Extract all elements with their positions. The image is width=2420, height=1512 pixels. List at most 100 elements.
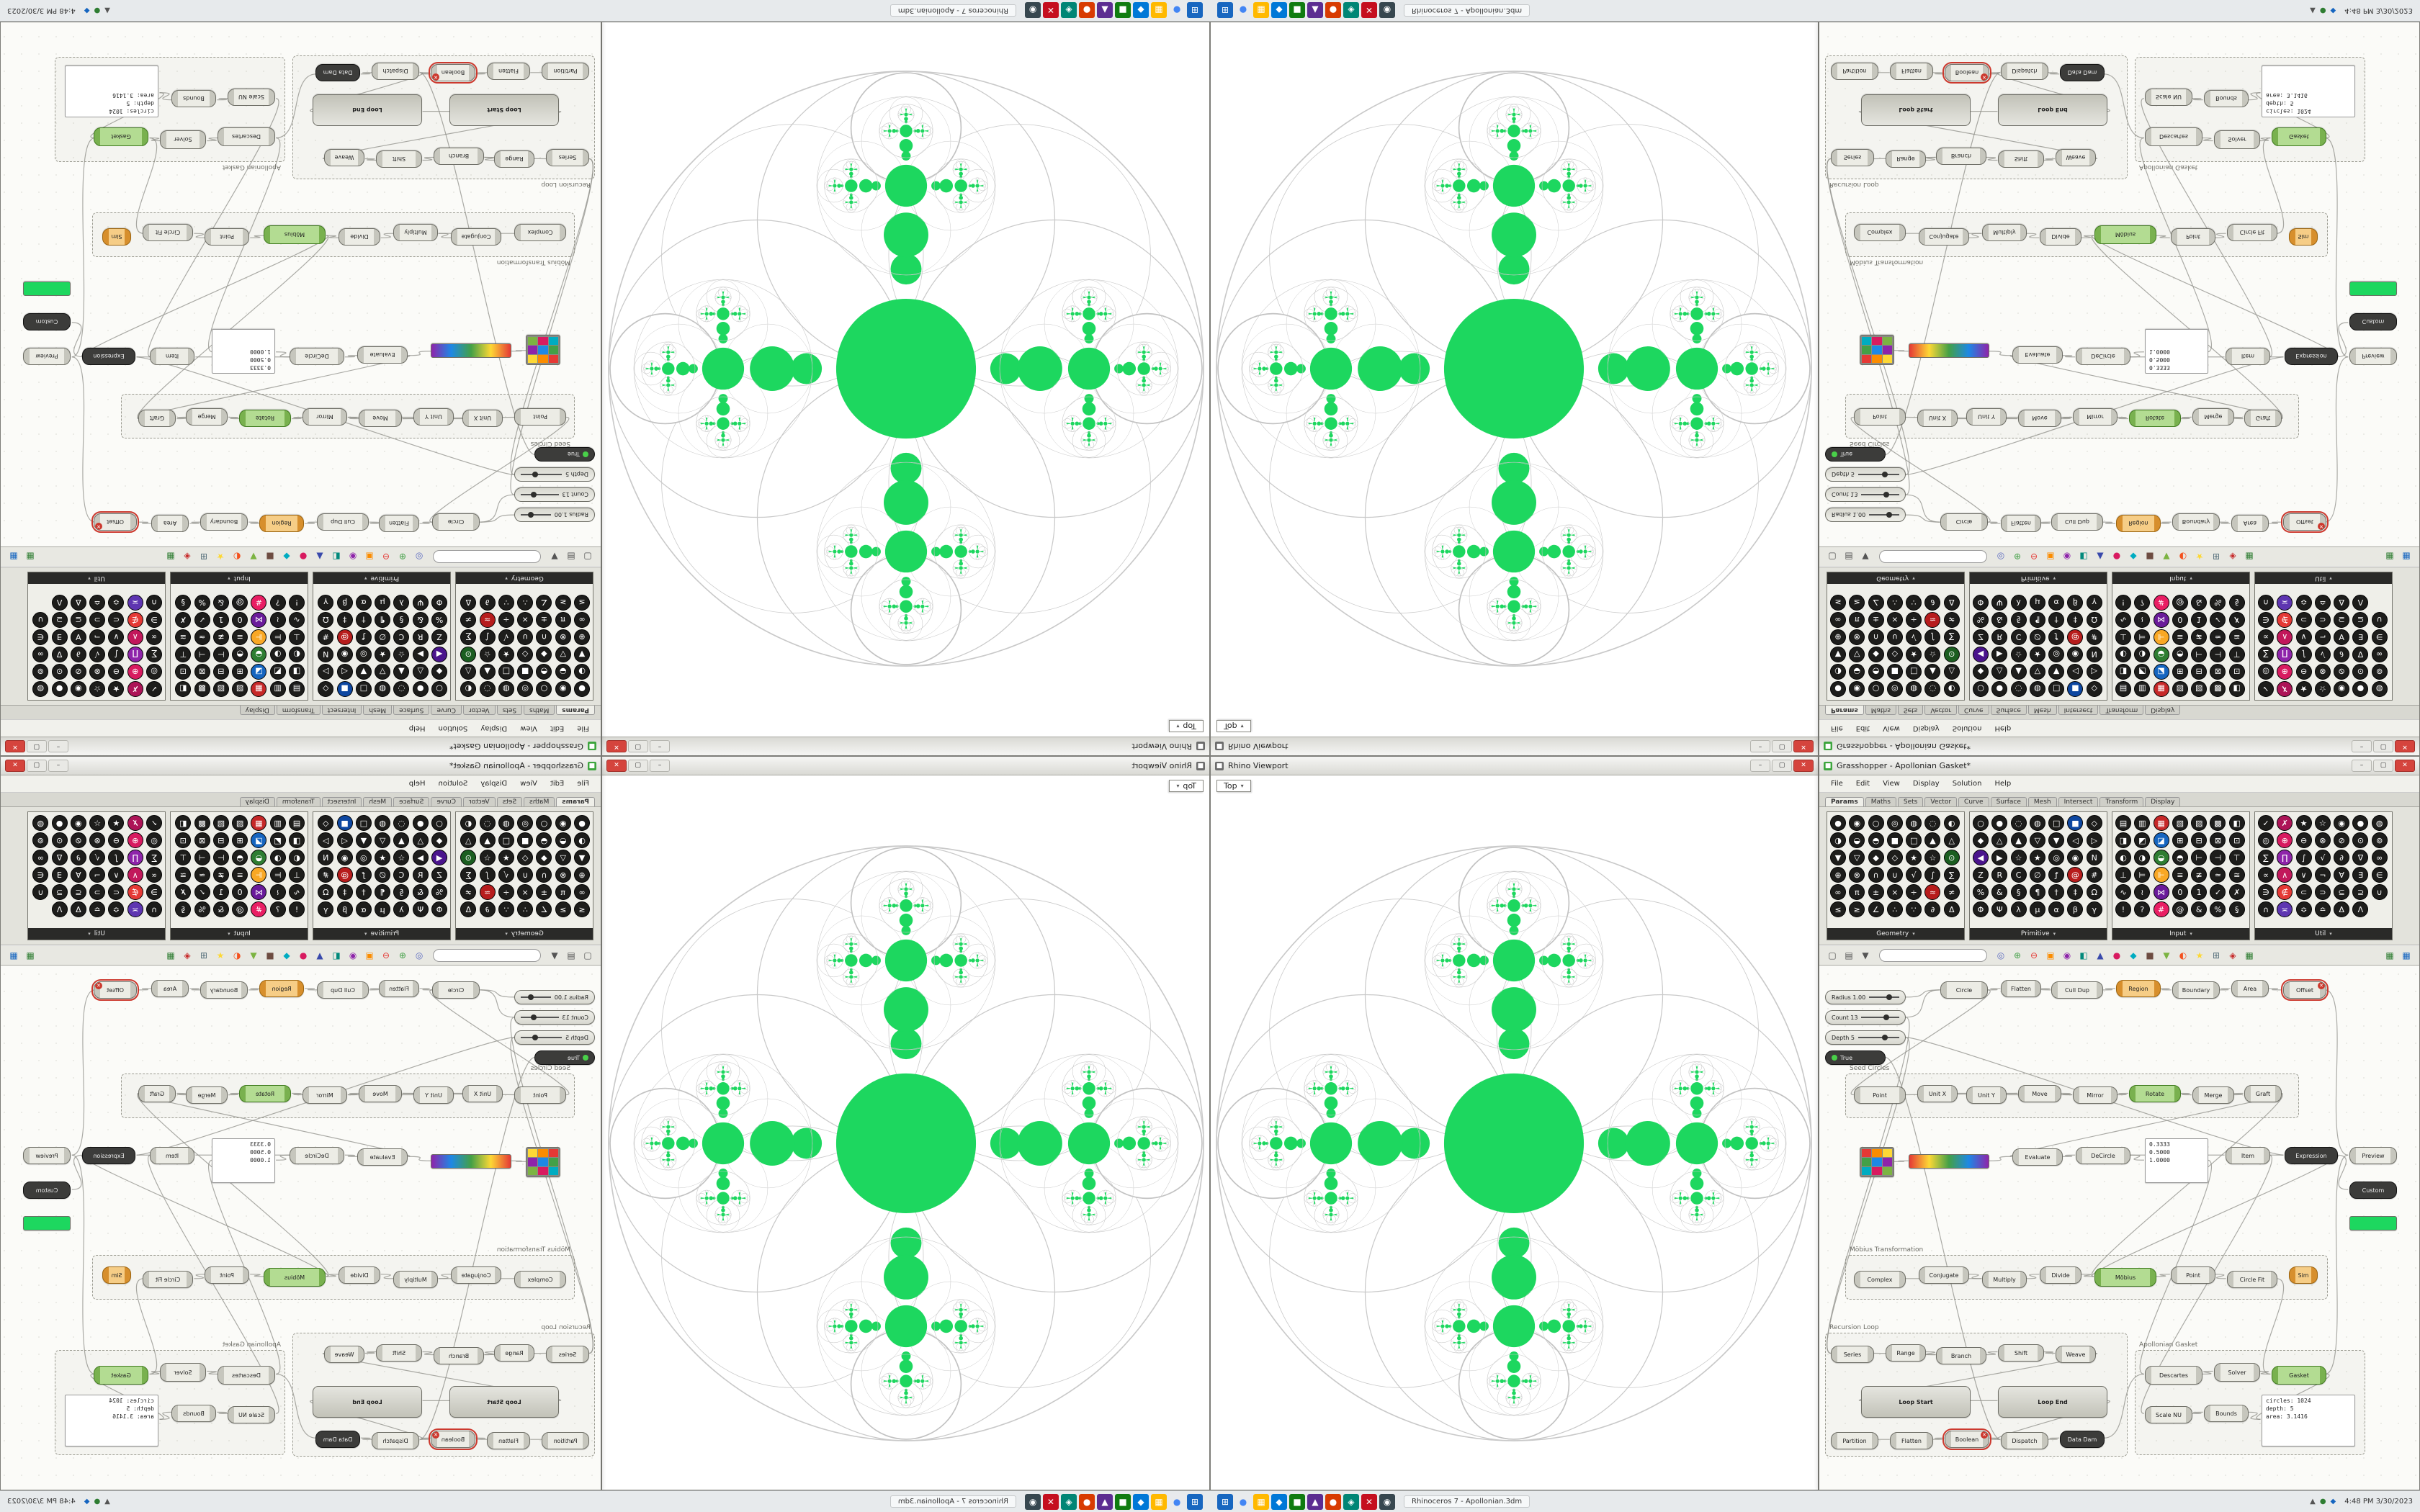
view-tool-icon[interactable]: ◈: [2229, 950, 2236, 960]
view-tool-icon[interactable]: ▣: [365, 552, 374, 562]
gh-node[interactable]: Descartes: [2145, 1366, 2202, 1385]
component-icon[interactable]: △: [1943, 664, 1960, 680]
component-icon[interactable]: ∑: [460, 629, 477, 645]
component-icon[interactable]: 1: [2191, 612, 2208, 628]
component-icon[interactable]: ◆: [1868, 647, 1884, 662]
component-icon[interactable]: ≎: [2295, 595, 2312, 611]
view-tool-icon[interactable]: ■: [2146, 950, 2154, 960]
component-icon[interactable]: ◪: [251, 832, 267, 848]
slider-track[interactable]: [1858, 472, 1899, 477]
gh-node[interactable]: Shift: [376, 1344, 422, 1362]
component-icon[interactable]: ≅: [175, 867, 192, 883]
color-cell[interactable]: [528, 337, 538, 346]
gh-node[interactable]: Offset ✕: [2281, 979, 2329, 1001]
gh-node[interactable]: Rotate: [239, 410, 291, 427]
component-icon[interactable]: □: [355, 815, 372, 831]
gh-node[interactable]: Region: [2116, 515, 2161, 532]
slider-track[interactable]: [1861, 1014, 1899, 1020]
component-icon[interactable]: ⊤: [2228, 647, 2245, 662]
component-icon[interactable]: ▲: [479, 664, 496, 680]
component-icon[interactable]: ●: [412, 815, 429, 831]
palette-group-label[interactable]: Util ▾: [28, 572, 165, 584]
component-icon[interactable]: ▨: [212, 815, 229, 831]
component-icon[interactable]: ⊡: [175, 664, 192, 680]
component-icon[interactable]: ∩: [2258, 901, 2274, 917]
color-cell[interactable]: [528, 1158, 538, 1166]
gh-node[interactable]: Divide: [339, 1266, 380, 1284]
gh-node[interactable]: Loop End: [1998, 94, 2107, 126]
component-icon[interactable]: ∝: [2258, 867, 2274, 883]
maximize-button[interactable]: ▢: [2373, 740, 2393, 752]
component-icon[interactable]: ⊖: [2295, 664, 2312, 680]
component-icon[interactable]: ◎: [2258, 664, 2274, 680]
component-icon[interactable]: ◎: [517, 815, 534, 831]
component-icon[interactable]: ±: [536, 612, 552, 628]
taskbar-window-button[interactable]: Rhinoceros 7 - Apollonian.3dm: [1404, 1495, 1531, 1508]
component-icon[interactable]: ∂: [479, 901, 496, 917]
component-icon[interactable]: ∵: [1906, 595, 1922, 611]
component-icon[interactable]: ⊂: [108, 884, 125, 900]
component-icon[interactable]: ⊟: [212, 664, 229, 680]
component-icon[interactable]: ×: [1886, 612, 1903, 628]
component-icon[interactable]: ★: [2029, 850, 2045, 865]
taskbar-app-icon[interactable]: ✕: [1361, 1493, 1377, 1510]
component-icon[interactable]: ∧: [127, 867, 143, 883]
component-icon[interactable]: ⊂: [108, 612, 125, 628]
component-icon[interactable]: ▨: [212, 681, 229, 697]
component-icon[interactable]: ◒: [251, 647, 267, 662]
tab-params[interactable]: Params: [556, 706, 595, 715]
component-icon[interactable]: ≡: [232, 629, 248, 645]
component-icon[interactable]: ▶: [412, 647, 429, 662]
gh-node[interactable]: Cull Dup: [317, 513, 369, 531]
tab-sets[interactable]: Sets: [496, 797, 523, 806]
component-icon[interactable]: ≡: [2172, 867, 2188, 883]
gh-node[interactable]: Item: [2226, 348, 2270, 365]
component-icon[interactable]: ∠: [536, 595, 552, 611]
component-icon[interactable]: ⊡: [2228, 664, 2245, 680]
gh-node[interactable]: Move: [2018, 410, 2061, 427]
taskbar-app-icon[interactable]: ◉: [1025, 2, 1041, 19]
gh-node[interactable]: Merge: [186, 1086, 228, 1104]
component-icon[interactable]: ◍: [2029, 815, 2045, 831]
component-icon[interactable]: ★: [498, 647, 514, 662]
gh-node[interactable]: Bounds: [2204, 90, 2249, 107]
color-cell[interactable]: [1872, 1149, 1882, 1158]
component-icon[interactable]: ⊞: [232, 664, 248, 680]
component-icon[interactable]: ▽: [2029, 832, 2045, 848]
component-icon[interactable]: @: [2172, 901, 2188, 917]
component-icon[interactable]: ∋: [2258, 612, 2274, 628]
component-icon[interactable]: ≠: [460, 884, 477, 900]
color-cell[interactable]: [548, 346, 558, 354]
component-icon[interactable]: ⊆: [2334, 612, 2350, 628]
slider-track[interactable]: [521, 994, 551, 1000]
component-icon[interactable]: #: [251, 595, 267, 611]
minimize-button[interactable]: –: [650, 740, 670, 752]
component-icon[interactable]: ∃: [2352, 867, 2369, 883]
component-icon[interactable]: ◌: [1924, 815, 1941, 831]
gh-node[interactable]: Mirror: [302, 1086, 347, 1104]
close-button[interactable]: ✕: [5, 760, 25, 772]
tab-curve[interactable]: Curve: [431, 797, 462, 806]
gh-node[interactable]: Mirror: [302, 408, 347, 426]
gh-node[interactable]: Gasket: [94, 127, 148, 146]
gh-node[interactable]: Area: [151, 980, 189, 997]
close-button[interactable]: ✕: [606, 740, 627, 752]
taskbar-clock[interactable]: 4:48 PM 3/30/2023: [7, 6, 76, 14]
gh-node[interactable]: Area: [2231, 515, 2269, 532]
component-icon[interactable]: ⊢: [212, 850, 229, 865]
component-icon[interactable]: ≤: [574, 901, 590, 917]
component-icon[interactable]: ∨: [2295, 867, 2312, 883]
file-tool-icon[interactable]: ▤: [1845, 552, 1853, 562]
view-tool-icon[interactable]: ●: [299, 552, 308, 562]
component-icon[interactable]: N: [2086, 850, 2102, 865]
component-icon[interactable]: &: [1991, 612, 2008, 628]
component-icon[interactable]: ≀: [269, 612, 286, 628]
gh-node[interactable]: Circle: [1940, 513, 1988, 531]
tab-mesh[interactable]: Mesh: [2027, 797, 2057, 806]
component-icon[interactable]: ◀: [431, 850, 447, 865]
component-icon[interactable]: ◍: [375, 815, 391, 831]
gh-node[interactable]: Depth 5: [1825, 1030, 1906, 1045]
component-icon[interactable]: √: [89, 647, 106, 662]
component-icon[interactable]: ∞: [32, 850, 49, 865]
menu-item-solution[interactable]: Solution: [1952, 780, 1982, 788]
